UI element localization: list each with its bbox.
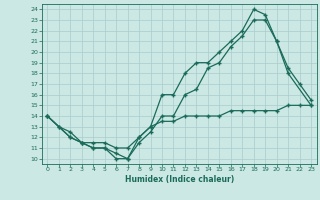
- X-axis label: Humidex (Indice chaleur): Humidex (Indice chaleur): [124, 175, 234, 184]
